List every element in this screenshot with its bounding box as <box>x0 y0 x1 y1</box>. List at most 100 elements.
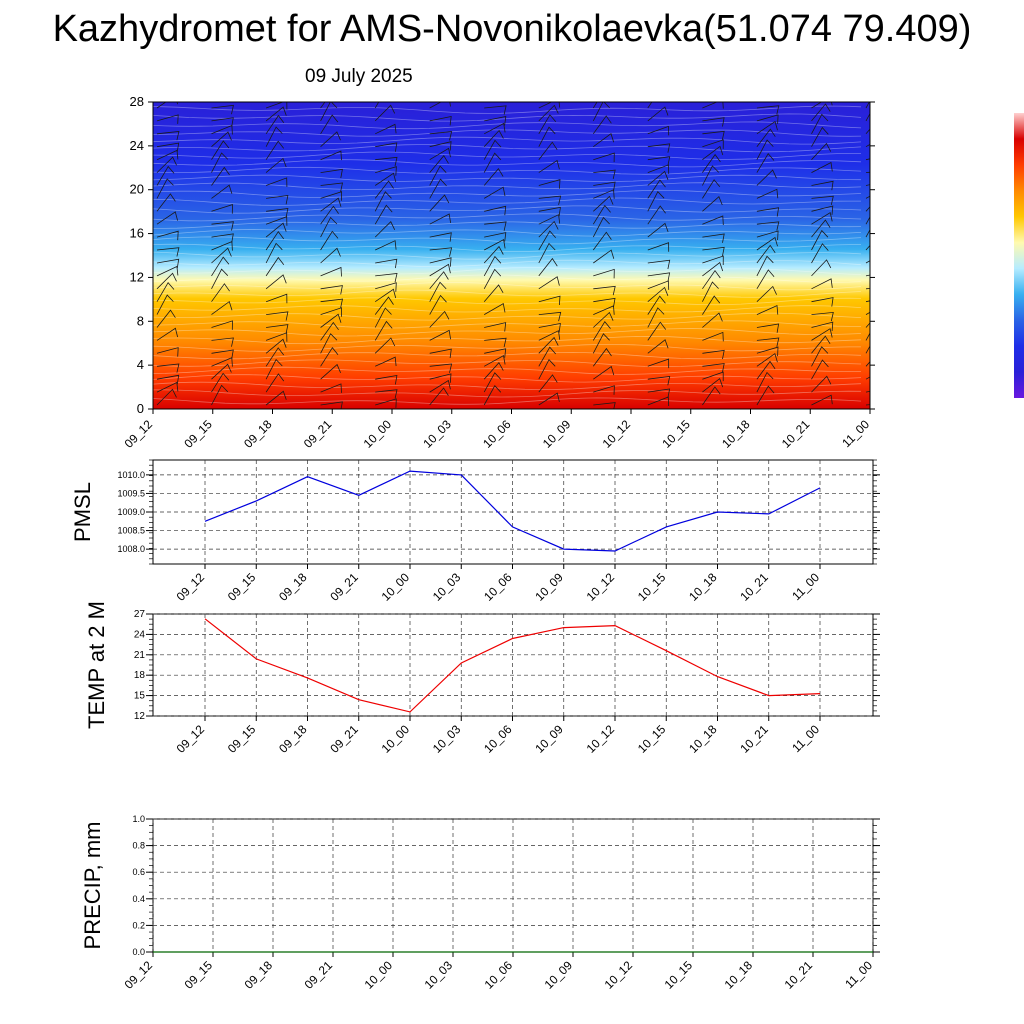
contour-line <box>153 289 862 298</box>
wind-barb <box>647 321 667 341</box>
wind-barb <box>592 321 611 341</box>
wind-barb <box>538 323 561 333</box>
wind-barb <box>538 276 560 290</box>
wind-barb <box>483 385 502 406</box>
contour-line <box>153 136 862 145</box>
wind-barb <box>811 205 834 215</box>
wind-barb <box>375 123 397 135</box>
wind-barb <box>211 283 230 302</box>
precip-x-tick-label: 09_12 <box>122 958 156 992</box>
contour-line <box>153 267 862 275</box>
wind-barb <box>211 140 230 160</box>
wind-barb <box>483 255 502 277</box>
wind-barb <box>756 255 774 277</box>
wind-barb <box>593 297 616 308</box>
contour-line <box>153 174 862 183</box>
wind-barb <box>702 130 725 141</box>
contour-line <box>153 229 862 237</box>
page-subtitle: 09 July 2025 <box>305 66 413 87</box>
wind-barb <box>593 385 615 395</box>
wind-barb <box>265 222 287 238</box>
wind-barb <box>538 346 557 367</box>
wind-barb <box>811 359 829 380</box>
wind-barb <box>265 390 287 406</box>
wind-barb <box>375 398 397 408</box>
wind-barb <box>265 231 285 251</box>
wind-barb <box>266 195 289 205</box>
wind-barb <box>211 184 233 199</box>
contour-line <box>153 343 861 352</box>
pmsl-x-tick-label: 10_18 <box>686 570 720 604</box>
wind-barb <box>592 231 612 251</box>
wind-barb <box>702 295 721 315</box>
wind-barb <box>484 238 506 251</box>
wind-barb <box>756 207 780 217</box>
temp-y-tick-label: 24 <box>134 629 146 640</box>
wind-barb <box>374 191 392 212</box>
wind-barb <box>538 336 559 354</box>
wind-barb <box>156 374 180 385</box>
contour-line <box>153 144 862 153</box>
wind-barb <box>211 241 233 251</box>
wind-barb <box>375 282 397 292</box>
wind-barb <box>265 358 283 380</box>
wind-barb <box>593 195 614 212</box>
contour-line <box>153 274 862 283</box>
wind-barb <box>483 245 504 264</box>
wind-barb <box>265 373 285 393</box>
wind-barb <box>429 115 452 126</box>
wind-barb <box>592 102 610 122</box>
wind-barb <box>647 143 671 153</box>
wind-barb <box>702 386 721 406</box>
wind-barb <box>593 169 616 179</box>
wind-barb <box>538 257 558 277</box>
wind-barb <box>374 104 396 122</box>
wind-barb <box>538 141 558 160</box>
wind-barb <box>811 103 831 122</box>
wind-barb <box>484 205 507 216</box>
temp-x-tick-label: 10_09 <box>532 722 566 756</box>
profile-y-tick-label: 12 <box>130 269 144 284</box>
wind-barb <box>320 298 344 308</box>
wind-barb <box>265 347 285 367</box>
wind-barb <box>265 256 285 277</box>
wind-barbs <box>156 102 870 409</box>
wind-barb <box>483 139 502 160</box>
wind-barb <box>811 297 834 307</box>
wind-barb <box>320 401 343 409</box>
wind-barb <box>702 215 724 226</box>
profile-x-tick-label: 10_15 <box>659 417 693 451</box>
wind-barb <box>702 153 721 173</box>
wind-barb <box>265 106 287 122</box>
profile-y-tick-label: 4 <box>137 357 144 372</box>
wind-barb <box>593 189 615 199</box>
profile-x-tick-label: 10_18 <box>719 417 753 451</box>
wind-barb <box>320 266 342 277</box>
wind-barb <box>320 131 341 147</box>
precip-y-tick-label: 1.0 <box>132 814 145 824</box>
wind-barb <box>592 347 612 367</box>
wind-barb <box>756 128 776 147</box>
profile-x-tick-label: 10_03 <box>420 417 454 451</box>
profile-color-field <box>153 102 870 409</box>
wind-barb <box>484 221 507 231</box>
wind-barb <box>374 307 392 328</box>
wind-barb <box>756 139 774 160</box>
wind-barb <box>538 104 559 122</box>
pmsl-x-tick-label: 09_21 <box>327 570 361 604</box>
wind-barb <box>647 339 669 354</box>
wind-barb <box>756 285 777 302</box>
pmsl-y-tick-label: 1009.0 <box>117 507 145 517</box>
wind-barb <box>811 311 834 322</box>
wind-barb <box>320 333 338 354</box>
wind-barb <box>429 373 452 383</box>
wind-barb <box>156 282 175 302</box>
contour-line <box>153 205 862 214</box>
temp-x-tick-label: 10_12 <box>584 722 618 756</box>
profile-x-tick-label: 10_12 <box>600 417 634 451</box>
wind-barb <box>156 247 180 257</box>
wind-barb <box>484 302 506 315</box>
contour-line <box>153 189 862 198</box>
wind-barb <box>156 294 174 315</box>
